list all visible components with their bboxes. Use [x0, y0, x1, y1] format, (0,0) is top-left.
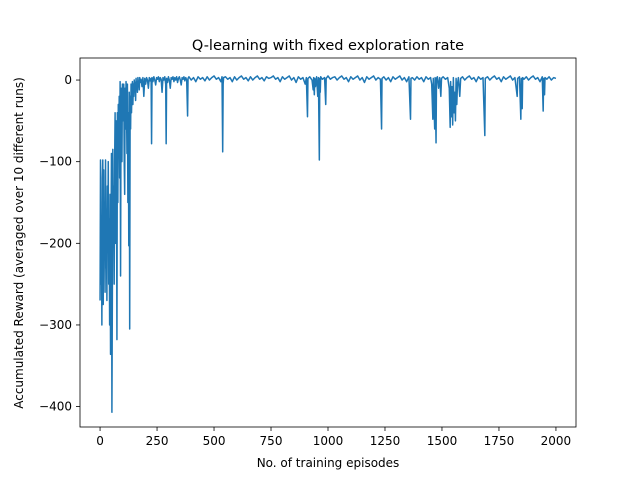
x-tick-label: 0: [96, 434, 104, 448]
y-tick-label: −200: [39, 236, 72, 250]
x-tick-label: 500: [203, 434, 226, 448]
series-line: [99, 75, 557, 414]
y-tick-label: 0: [64, 73, 72, 87]
x-axis-label: No. of training episodes: [257, 456, 400, 470]
x-tick-label: 1250: [370, 434, 401, 448]
x-tick-label: 2000: [541, 434, 572, 448]
chart-title: Q-learning with fixed exploration rate: [192, 38, 464, 54]
x-tick-label: 1000: [313, 434, 344, 448]
y-tick-label: −300: [39, 318, 72, 332]
x-tick-label: 250: [146, 434, 169, 448]
x-tick-label: 750: [260, 434, 283, 448]
x-tick-label: 1750: [484, 434, 515, 448]
y-tick-label: −100: [39, 155, 72, 169]
x-tick-label: 1500: [427, 434, 458, 448]
y-axis-label: Accumulated Reward (averaged over 10 dif…: [12, 77, 26, 409]
y-axis: 0 −100 −200 −300 −400: [39, 73, 80, 414]
x-axis: 0 250 500 750 1000 1250 1500 1750 2000: [96, 427, 571, 448]
y-tick-label: −400: [39, 400, 72, 414]
